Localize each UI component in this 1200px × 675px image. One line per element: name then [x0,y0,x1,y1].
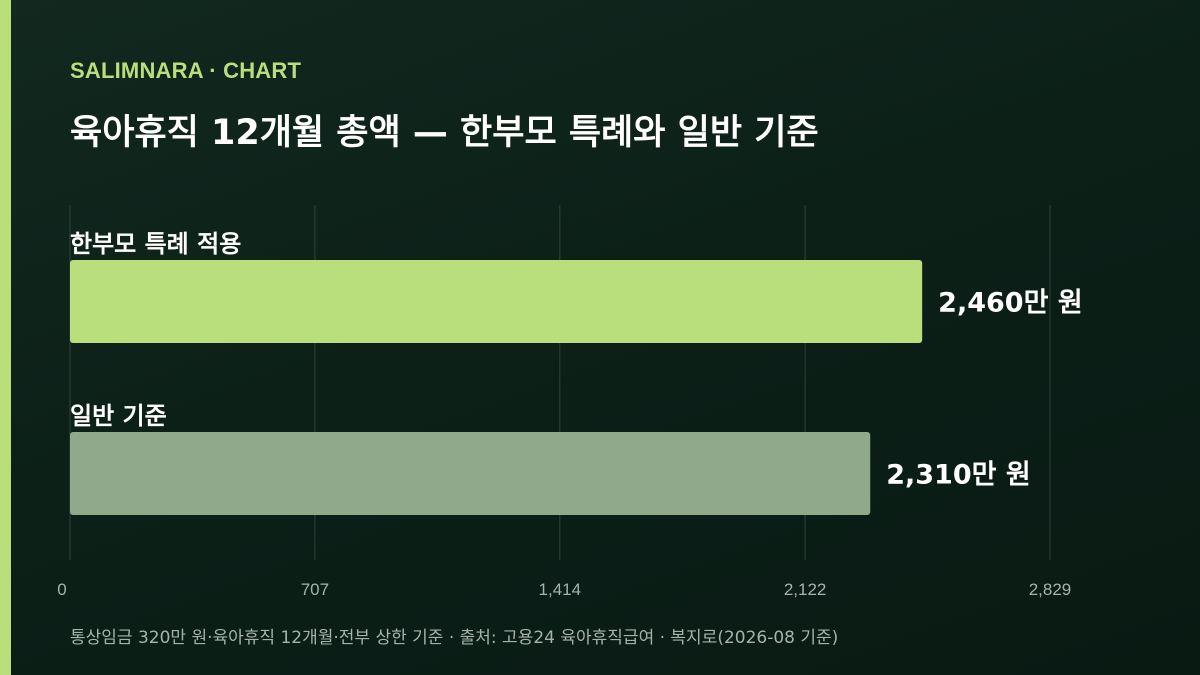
x-tick-label: 2,829 [1029,580,1072,599]
x-tick-label: 1,414 [539,580,582,599]
value-label: 2,460만 원 [938,288,1082,319]
bar [70,432,871,515]
brand-label: SALIMNARA · CHART [70,58,302,83]
accent-stripe [0,0,11,675]
chart-title: 육아휴직 12개월 총액 — 한부모 특례와 일반 기준 [70,113,819,153]
x-tick-label: 0 [57,580,66,599]
source-footnote: 통상임금 320만 원·육아휴직 12개월·전부 상한 기준 · 출처: 고용2… [70,628,839,648]
category-label: 일반 기준 [70,402,167,430]
x-tick-label: 707 [301,580,329,599]
value-label: 2,310만 원 [886,460,1030,491]
x-tick-label: 2,122 [784,580,827,599]
category-label: 한부모 특례 적용 [70,230,241,258]
bar [70,260,923,343]
